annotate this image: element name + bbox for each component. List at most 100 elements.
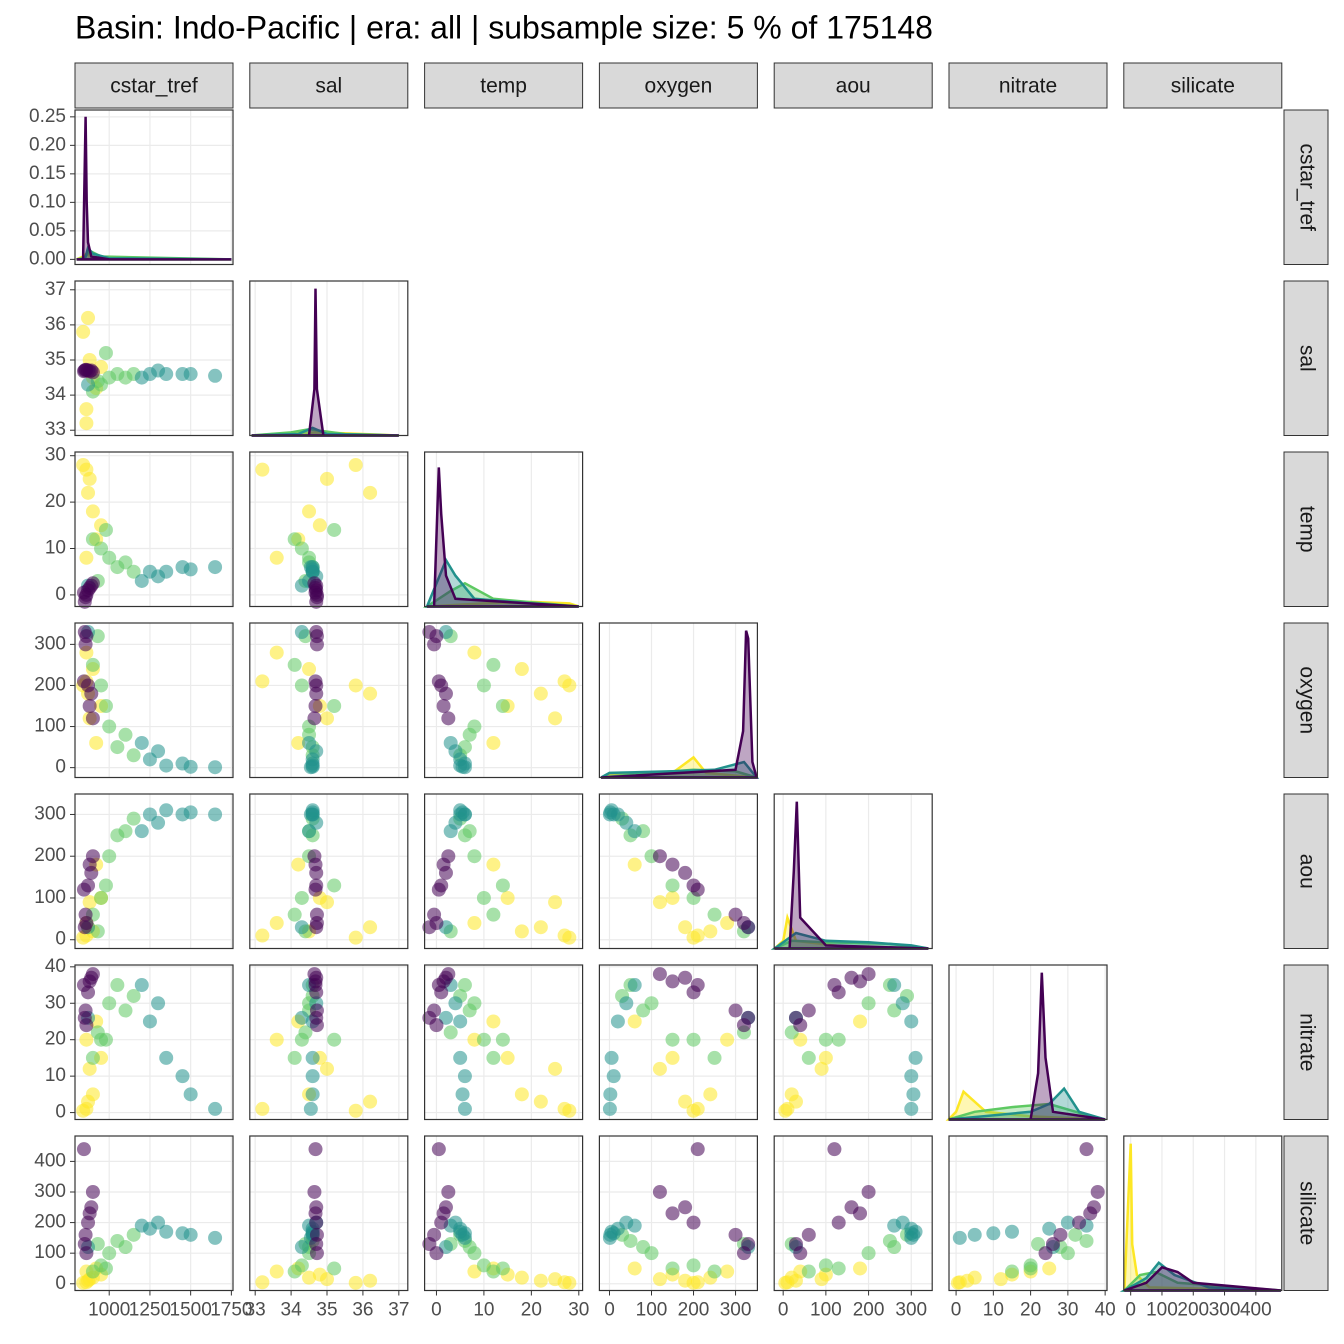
point [831,1261,846,1276]
point [134,824,149,839]
point [102,849,117,864]
point [159,803,174,818]
panel [75,281,233,436]
point [627,1218,642,1233]
point [126,564,141,579]
point [627,857,642,872]
panel [249,623,408,778]
y-tick-label: 20 [45,491,66,512]
point [327,878,342,893]
point [348,1103,363,1118]
point [533,1094,548,1109]
point [85,657,100,672]
point [302,504,317,519]
strip [74,62,234,109]
strip [1123,62,1283,109]
point [76,674,91,689]
point [291,857,306,872]
point [703,924,718,939]
point [82,1061,97,1076]
point [514,924,529,939]
point [118,727,133,742]
point [348,678,363,693]
point [818,1032,833,1047]
panel-border [598,793,759,950]
point [443,1025,458,1040]
point [904,1069,919,1084]
point [476,890,491,905]
point [327,522,342,537]
point [98,878,113,893]
x-tick-label: 1750 [210,1300,252,1321]
x-tick-label: 36 [352,1300,373,1321]
point [118,824,133,839]
point [678,1200,693,1215]
point [126,811,141,826]
point [269,1032,284,1047]
strip [424,62,584,109]
point [557,1101,572,1116]
point [455,1087,470,1102]
point [118,1003,133,1018]
point [79,1246,94,1261]
point [443,824,458,839]
point [85,849,100,864]
panel-border [249,622,409,779]
point [85,365,100,380]
y-tick-label: 20 [45,1029,66,1050]
point [533,686,548,701]
point [462,727,477,742]
point [690,928,705,943]
point [151,996,166,1011]
point [548,895,563,910]
point [665,1032,680,1047]
y-tick-label: 40 [45,956,66,977]
y-tick-label: 35 [45,349,66,370]
point [606,1226,621,1241]
point [308,699,323,714]
strip [1283,793,1329,949]
point [895,996,910,1011]
point [665,878,680,893]
point [89,735,104,750]
point [486,735,501,750]
point [627,978,642,993]
point [102,996,117,1011]
point [801,1264,816,1279]
point [81,310,96,325]
panel [774,794,933,949]
point [665,1206,680,1221]
point [208,807,223,822]
point [720,1032,735,1047]
point [967,1227,982,1242]
x-tick-label: 35 [316,1300,337,1321]
point [652,1184,667,1199]
panel [949,965,1107,1120]
point [303,1101,318,1116]
point [427,1003,442,1018]
point [486,1014,501,1029]
point [134,573,149,588]
point [320,711,335,726]
point [831,1032,846,1047]
point [302,662,317,677]
x-tick-label: 0 [951,1300,962,1321]
point [627,824,642,839]
point [76,324,91,339]
x-tick-label: 100 [636,1300,668,1321]
point [363,485,378,500]
panel-border [948,964,1108,1121]
panel-border [773,793,933,950]
point [307,576,322,591]
point [134,978,149,993]
y-tick-label: 100 [34,887,66,908]
point [78,590,93,605]
point [831,1215,846,1230]
panel [249,281,408,436]
point [707,907,722,922]
point [736,1246,751,1261]
x-tick-label: 100 [1146,1300,1178,1321]
chart-title: Basin: Indo-Pacific | era: all | subsamp… [75,9,933,45]
panel-border [598,622,759,779]
